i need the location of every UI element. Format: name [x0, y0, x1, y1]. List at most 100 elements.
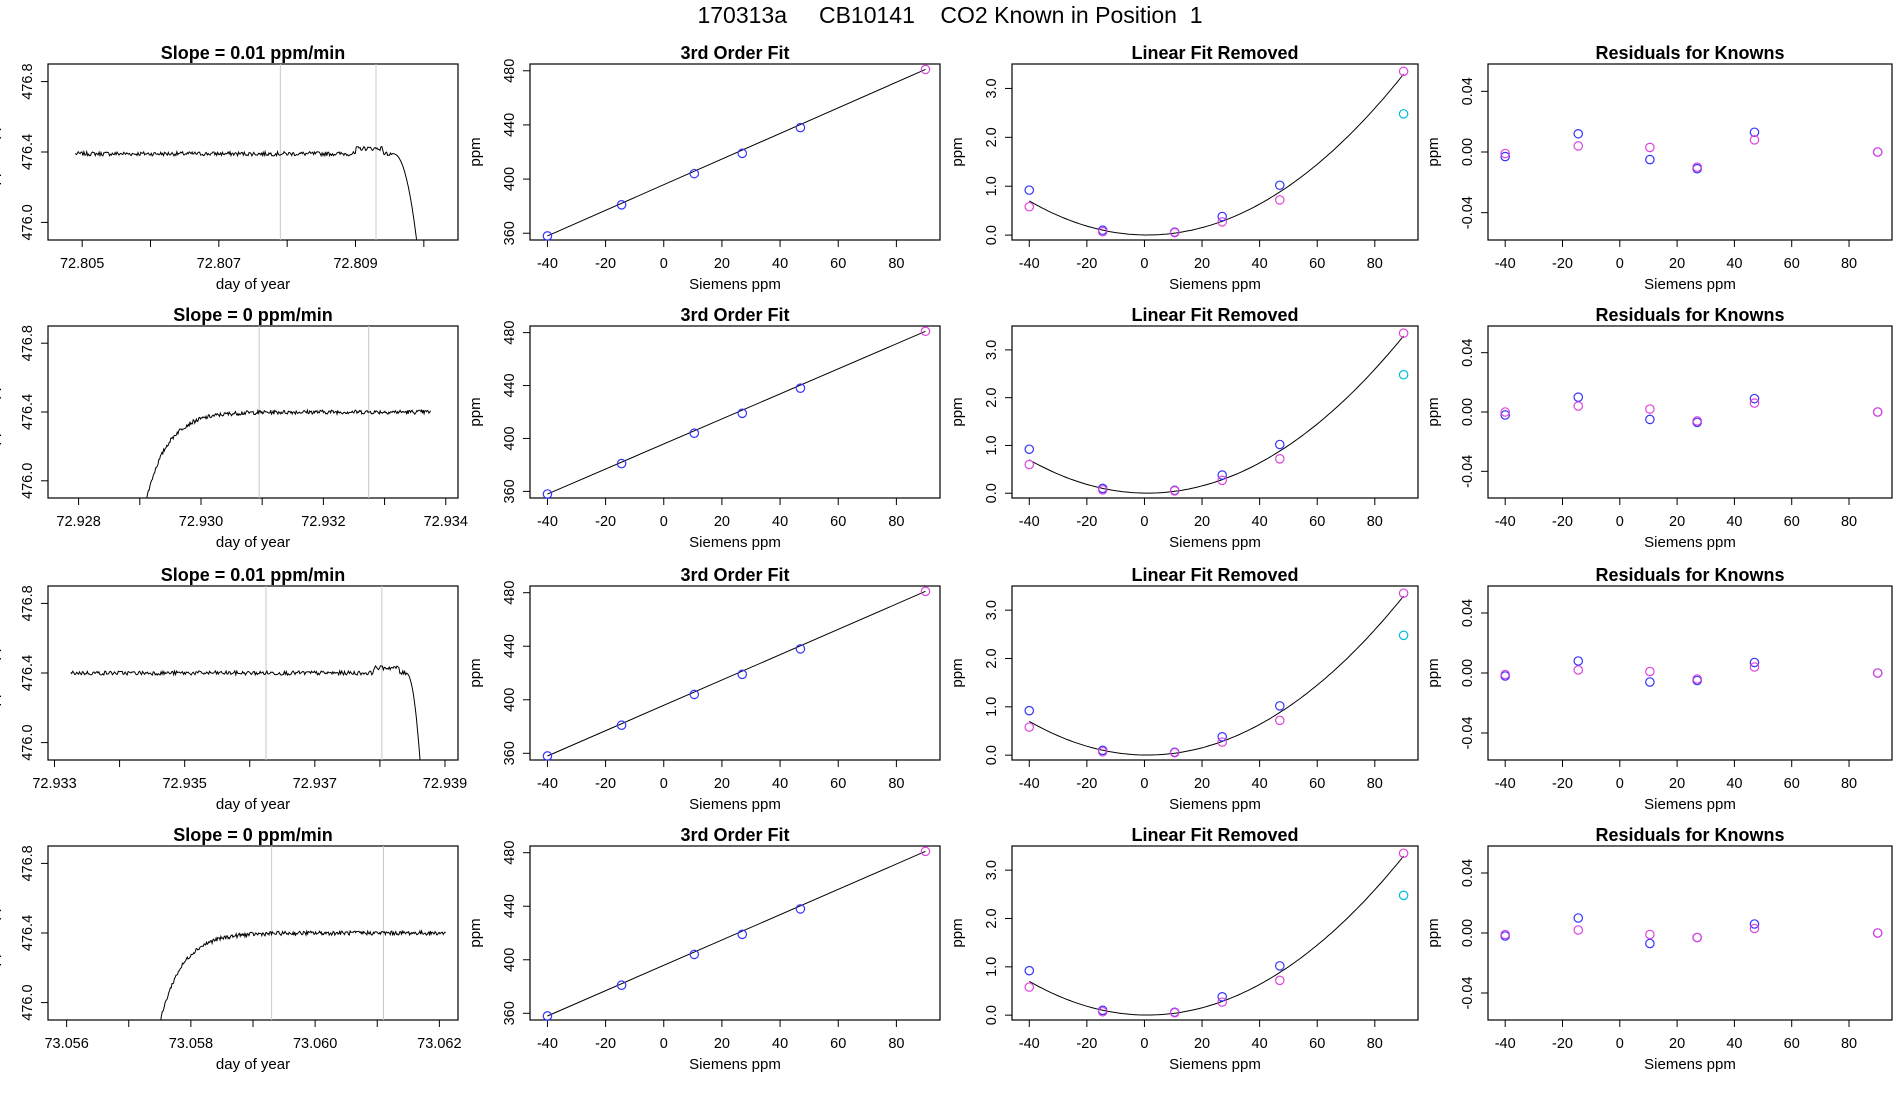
- x-tick-label: 60: [1784, 514, 1800, 530]
- data-point-magenta: [1217, 217, 1227, 227]
- x-tick-label: 20: [714, 776, 730, 792]
- x-tick-label: 73.062: [417, 1036, 461, 1052]
- x-tick-label: 40: [772, 776, 788, 792]
- data-point-magenta: [1692, 932, 1702, 943]
- x-tick-label: 0: [1140, 1036, 1148, 1052]
- x-tick-label: -40: [1495, 256, 1516, 272]
- x-tick-label: 40: [1726, 514, 1742, 530]
- x-tick-label: 80: [888, 776, 904, 792]
- y-tick-label: 0.0: [984, 1005, 1000, 1025]
- fit-curve: [1029, 855, 1404, 1016]
- x-tick-label: 80: [1841, 514, 1857, 530]
- y-tick-label: 3.0: [984, 600, 1000, 620]
- y-tick-label: 0.04: [1460, 599, 1476, 627]
- x-tick-label: 60: [1784, 776, 1800, 792]
- data-point-blue: [1274, 439, 1285, 450]
- plot-frame: [1487, 845, 1893, 1021]
- panel-title: Linear Fit Removed: [1131, 825, 1298, 845]
- data-point-magenta: [1749, 662, 1760, 672]
- y-tick-label: 1.0: [984, 435, 1000, 455]
- plot-frame: [1011, 325, 1419, 499]
- x-axis-label: day of year: [216, 1056, 290, 1073]
- y-tick-label: 476.4: [20, 394, 36, 430]
- data-point-blue: [1024, 965, 1035, 976]
- y-tick-label: 476.0: [20, 204, 36, 240]
- x-tick-label: 0: [1616, 1036, 1624, 1052]
- y-tick-label: 400: [502, 167, 518, 191]
- panel-title: 3rd Order Fit: [680, 565, 789, 585]
- x-tick-label: -20: [595, 256, 616, 272]
- x-axis-label: Siemens ppm: [1169, 276, 1261, 293]
- data-point-blue: [1217, 991, 1227, 1002]
- x-tick-label: -20: [1552, 776, 1573, 792]
- plot-frame: [529, 585, 941, 761]
- x-tick-label: 40: [1726, 1036, 1742, 1052]
- data-point-magenta: [920, 846, 931, 857]
- data-point-magenta: [1692, 674, 1702, 684]
- x-tick-label: 72.932: [301, 514, 345, 530]
- data-point-blue: [1749, 657, 1760, 668]
- data-point-blue: [616, 458, 627, 469]
- x-tick-label: 0: [1616, 776, 1624, 792]
- plot-frame: [529, 325, 941, 499]
- x-tick-label: 20: [1194, 776, 1210, 792]
- data-point-blue: [795, 904, 806, 914]
- x-tick-label: 80: [888, 1036, 904, 1052]
- data-point-magenta: [1573, 401, 1584, 411]
- y-tick-label: 0.00: [1460, 138, 1476, 166]
- x-tick-label: 80: [1841, 256, 1857, 272]
- panel-r4-c2: 3rd Order Fit Siemens ppm ppm -40 -20 0 20 40 60…: [467, 825, 941, 1073]
- x-tick-label: 0: [660, 1036, 668, 1052]
- x-tick-label: 80: [1367, 256, 1383, 272]
- panel-title: Linear Fit Removed: [1131, 43, 1298, 63]
- data-point-blue: [737, 929, 748, 940]
- x-axis-label: Siemens ppm: [689, 1056, 781, 1073]
- data-point-blue: [1645, 677, 1655, 687]
- plot-frame: [1487, 325, 1893, 499]
- panel-title: Slope = 0 ppm/min: [173, 305, 333, 325]
- y-tick-label: 480: [502, 59, 518, 83]
- x-tick-label: 72.937: [293, 776, 337, 792]
- x-tick-label: 0: [1616, 256, 1624, 272]
- data-point-blue: [1274, 701, 1285, 711]
- panel-r4-c4: Residuals for Knowns Siemens ppm ppm -40 -20…: [1425, 825, 1893, 1073]
- x-tick-label: -40: [1495, 776, 1516, 792]
- data-point-blue: [542, 1011, 553, 1021]
- data-point-magenta: [1872, 407, 1883, 417]
- plot-frame: [47, 63, 459, 241]
- data-point-magenta: [1097, 1006, 1108, 1017]
- data-point-blue: [1749, 919, 1760, 929]
- x-tick-label: 80: [888, 256, 904, 272]
- panel-title: 3rd Order Fit: [680, 305, 789, 325]
- data-point-magenta: [1169, 747, 1180, 758]
- y-tick-label: 440: [502, 634, 518, 658]
- x-tick-label: -40: [537, 256, 558, 272]
- y-axis-label: ppm: [1425, 658, 1442, 687]
- plot-area: [160, 846, 446, 1020]
- data-point-magenta: [1573, 665, 1584, 675]
- x-axis-label: day of year: [216, 534, 290, 551]
- data-point-blue: [1645, 414, 1655, 425]
- y-tick-label: 476.0: [20, 984, 36, 1020]
- panel-r3-c2: 3rd Order Fit Siemens ppm ppm -40 -20 0 20 40 60…: [467, 565, 941, 813]
- plot-frame: [529, 845, 941, 1021]
- panel-r1-c1: Slope = 0.01 ppm/min day of year approx. p…: [0, 43, 459, 293]
- x-tick-label: -20: [1552, 256, 1573, 272]
- plot-frame: [1011, 585, 1419, 761]
- x-tick-label: 40: [772, 514, 788, 530]
- panel-title: Slope = 0.01 ppm/min: [161, 43, 346, 63]
- x-axis-label: day of year: [216, 796, 290, 813]
- data-point-blue: [737, 669, 748, 680]
- data-point-magenta: [1097, 226, 1108, 237]
- data-point-blue: [1024, 705, 1035, 716]
- data-point-magenta: [1217, 997, 1227, 1007]
- y-tick-label: 480: [502, 581, 518, 605]
- panel-r2-c3: Linear Fit Removed Siemens ppm ppm -40 -20 0 2…: [949, 305, 1419, 551]
- panel-title: Residuals for Knowns: [1595, 825, 1784, 845]
- panel-r1-c3: Linear Fit Removed Siemens ppm ppm -40 -20 0 2…: [949, 43, 1419, 293]
- data-point-magenta: [920, 586, 931, 597]
- plot-frame: [1011, 63, 1419, 241]
- x-tick-label: -20: [1076, 776, 1097, 792]
- plot-area: [1029, 855, 1404, 1016]
